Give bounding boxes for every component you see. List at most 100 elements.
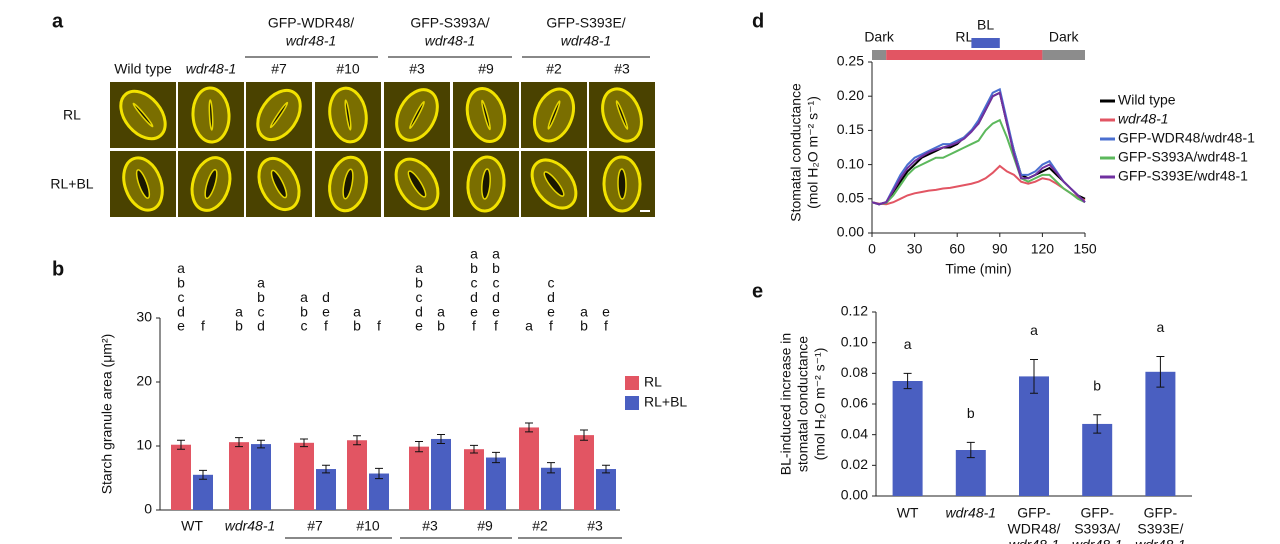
- x-tick-label: wdr48-1: [225, 518, 276, 534]
- light-period: [872, 50, 887, 60]
- significance-letter: b: [580, 318, 588, 334]
- column-label: wdr48-1: [186, 61, 237, 77]
- significance-letter: f: [324, 318, 328, 334]
- y-tick-label: 30: [136, 309, 152, 325]
- significance-letter: a: [437, 303, 445, 319]
- x-tick-label: 60: [949, 241, 965, 257]
- error-bar: [415, 441, 423, 453]
- light-period: [886, 50, 1043, 60]
- light-period-label: Dark: [1049, 29, 1080, 45]
- column-label: #9: [478, 61, 494, 77]
- significance-letter: a: [353, 303, 361, 319]
- group-header: wdr48-1: [561, 33, 612, 49]
- y-tick-label: 0.08: [841, 364, 868, 380]
- significance-letter: b: [967, 405, 975, 421]
- significance-letter: a: [470, 246, 478, 262]
- x-tick-label: 120: [1031, 241, 1055, 257]
- error-bar: [525, 422, 533, 433]
- stoma-pore: [342, 168, 354, 200]
- legend-label: GFP-S393A/wdr48-1: [1118, 149, 1248, 165]
- error-bar: [257, 439, 265, 449]
- y-tick-label: 0.20: [837, 87, 864, 103]
- error-bar: [1156, 355, 1165, 388]
- x-tick-label: GFP-: [1144, 505, 1178, 521]
- error-bar: [437, 433, 445, 444]
- significance-letter: e: [547, 303, 555, 319]
- error-bar: [602, 464, 610, 474]
- significance-letter: e: [415, 318, 423, 334]
- error-bar: [966, 441, 975, 459]
- stoma-pore: [344, 99, 352, 131]
- x-tick-label: #7: [307, 518, 323, 534]
- error-bar: [492, 451, 500, 464]
- legend-swatch: [625, 376, 639, 390]
- light-period-label: RL: [955, 29, 973, 45]
- light-period-label: BL: [977, 17, 994, 33]
- significance-letter: b: [235, 318, 243, 334]
- bar: [464, 449, 484, 510]
- stoma-pore: [543, 171, 565, 197]
- group-header: GFP-WDR48/: [268, 15, 354, 31]
- x-tick-label: wdr48-1: [1135, 537, 1186, 544]
- significance-letter: d: [257, 318, 265, 334]
- significance-letter: b: [353, 318, 361, 334]
- bar: [409, 446, 429, 510]
- significance-letter: f: [494, 318, 498, 334]
- stoma-pore: [135, 169, 151, 199]
- y-axis-label: (mol H₂O m⁻² s⁻¹): [812, 348, 828, 461]
- stoma-pore: [407, 170, 427, 198]
- significance-letter: a: [580, 303, 588, 319]
- error-bar: [580, 429, 588, 441]
- series-line: [871, 118, 1086, 206]
- y-axis-label: Starch granule area (μm²): [99, 334, 115, 495]
- significance-letter: c: [178, 289, 185, 305]
- significance-letter: e: [492, 303, 500, 319]
- significance-letter: c: [548, 275, 555, 291]
- significance-letter: f: [472, 318, 476, 334]
- significance-letter: e: [177, 318, 185, 334]
- significance-letter: d: [547, 289, 555, 305]
- significance-letter: b: [257, 289, 265, 305]
- error-bar: [375, 467, 383, 480]
- x-tick-label: WT: [181, 518, 203, 534]
- group-header: wdr48-1: [425, 33, 476, 49]
- column-label: #3: [409, 61, 425, 77]
- y-tick-label: 0.06: [841, 395, 868, 411]
- stoma-pore: [269, 101, 289, 129]
- column-label: #2: [546, 61, 562, 77]
- significance-letter: f: [549, 318, 553, 334]
- bar: [1019, 376, 1049, 496]
- error-bar: [1030, 359, 1038, 394]
- y-axis-label: (mol H₂O m⁻² s⁻¹): [805, 96, 821, 209]
- error-bar: [903, 372, 912, 390]
- y-tick-label: 0.10: [837, 155, 864, 171]
- error-bar: [199, 469, 207, 480]
- x-tick-label: #2: [532, 518, 548, 534]
- x-axis-label: Time (min): [945, 261, 1011, 277]
- significance-letter: d: [415, 303, 423, 319]
- x-tick-label: wdr48-1: [1009, 537, 1060, 544]
- y-axis-label: Stomatal conductance: [788, 83, 804, 222]
- bar: [347, 440, 367, 510]
- bar: [431, 438, 451, 510]
- x-tick-label: #3: [587, 518, 603, 534]
- x-tick-label: wdr48-1: [1072, 537, 1123, 544]
- x-tick-label: S393A/: [1074, 521, 1120, 537]
- bar: [596, 469, 616, 510]
- bar: [892, 381, 923, 496]
- bar: [316, 469, 336, 510]
- y-tick-label: 0.02: [841, 456, 868, 472]
- x-tick-label: wdr48-1: [946, 505, 997, 521]
- series-line: [871, 87, 1086, 206]
- bar: [369, 473, 389, 510]
- y-axis-label: BL-induced increase in: [778, 333, 794, 475]
- significance-letter: b: [437, 318, 445, 334]
- column-label: #10: [336, 61, 360, 77]
- significance-letter: f: [377, 318, 381, 334]
- x-tick-label: GFP-: [1080, 505, 1114, 521]
- significance-letter: a: [300, 289, 308, 305]
- significance-letter: e: [602, 303, 610, 319]
- x-tick-label: 0: [868, 241, 876, 257]
- error-bar: [470, 444, 478, 454]
